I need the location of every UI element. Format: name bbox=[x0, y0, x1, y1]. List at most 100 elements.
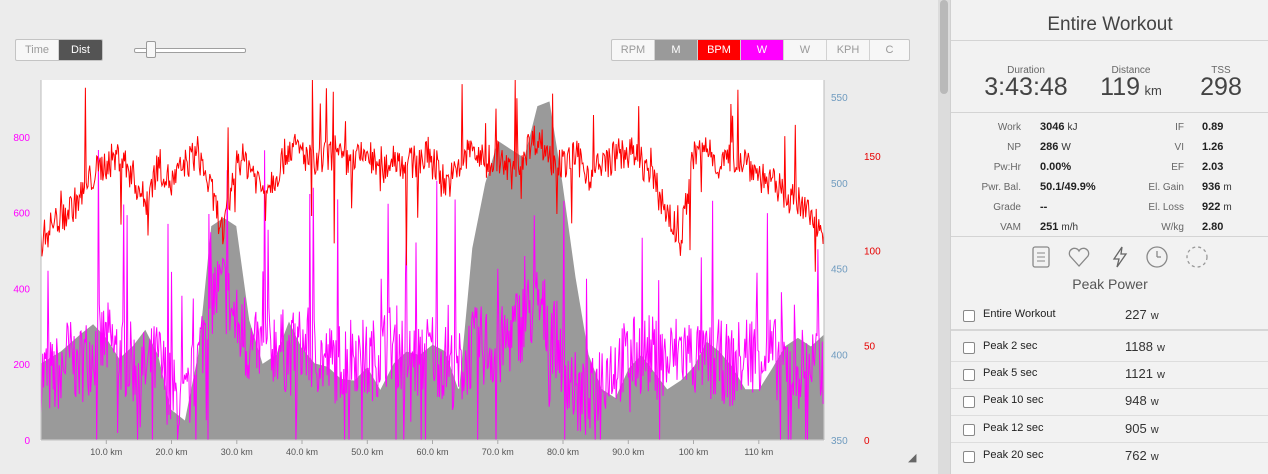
metric-value-el-gain: 936 m bbox=[1202, 181, 1232, 193]
channel-toggle-group[interactable]: RPM M BPM W W KPH C bbox=[611, 39, 910, 61]
power-tick-label: 800 bbox=[13, 133, 30, 144]
slider-knob[interactable] bbox=[146, 41, 156, 58]
distance-label: Distance bbox=[1111, 65, 1151, 76]
divider bbox=[951, 415, 1268, 416]
lightning-icon[interactable] bbox=[1107, 244, 1133, 270]
channel-power[interactable]: W bbox=[741, 40, 784, 60]
metric-value-grade: -- bbox=[1040, 201, 1048, 213]
metric-value-el-loss: 922 m bbox=[1202, 201, 1232, 213]
channel-bpm[interactable]: BPM bbox=[698, 40, 741, 60]
peak-name: Peak 5 sec bbox=[983, 367, 1038, 379]
x-tick-label: 100 km bbox=[679, 447, 709, 457]
duration-value: 3:43:48 bbox=[984, 73, 1068, 101]
peak-checkbox[interactable] bbox=[963, 342, 975, 354]
axis-mode-time[interactable]: Time bbox=[16, 40, 59, 60]
x-tick-label: 40.0 km bbox=[286, 447, 318, 457]
peak-value: 905 w bbox=[1125, 421, 1159, 436]
duration-label: Duration bbox=[1007, 65, 1045, 76]
notes-icon[interactable] bbox=[1028, 244, 1054, 270]
power-tick-label: 400 bbox=[13, 284, 30, 295]
clock-icon[interactable] bbox=[1144, 244, 1170, 270]
channel-kph[interactable]: KPH bbox=[827, 40, 870, 60]
divider bbox=[951, 361, 1268, 362]
power-line bbox=[40, 149, 825, 441]
metric-value-vam: 251 m/h bbox=[1040, 221, 1079, 233]
divider bbox=[951, 236, 1268, 237]
channel-power-balance[interactable]: W bbox=[784, 40, 827, 60]
peak-name: Peak 12 sec bbox=[983, 422, 1044, 434]
panel-title: Entire Workout bbox=[1047, 14, 1173, 35]
peak-row[interactable]: Peak 5 sec 1121 w bbox=[951, 361, 1268, 388]
channel-rpm[interactable]: RPM bbox=[612, 40, 655, 60]
peak-checkbox[interactable] bbox=[963, 369, 975, 381]
heart-rate-tick-label: 50 bbox=[864, 341, 876, 352]
metric-value-np: 286 W bbox=[1040, 141, 1071, 153]
x-tick-label: 30.0 km bbox=[221, 447, 253, 457]
stats-panel: Entire Workout Duration 3:43:48 Distance… bbox=[950, 0, 1268, 474]
channel-temperature[interactable]: C bbox=[885, 44, 894, 56]
axis-mode-dist[interactable]: Dist bbox=[59, 40, 102, 60]
smoothing-slider[interactable] bbox=[134, 40, 246, 60]
metric-value-vi: 1.26 bbox=[1202, 141, 1224, 153]
heart-rate-tick-label: 0 bbox=[864, 436, 870, 447]
peak-row[interactable]: Entire Workout 227 w bbox=[951, 302, 1268, 329]
peak-power-title: Peak Power bbox=[1072, 276, 1148, 292]
axis-mode-toggle[interactable]: Time Dist bbox=[15, 39, 103, 61]
resize-grip-icon[interactable]: ◢ bbox=[908, 452, 917, 464]
peak-name: Peak 20 sec bbox=[983, 449, 1044, 461]
divider bbox=[951, 112, 1268, 113]
x-tick-label: 50.0 km bbox=[351, 447, 383, 457]
metric-value-wkg: 2.80 bbox=[1202, 221, 1224, 233]
elevation-tick-label: 350 bbox=[831, 436, 848, 447]
metric-value-pwr-bal: 50.1/49.9% bbox=[1040, 181, 1096, 193]
peak-value: 948 w bbox=[1125, 393, 1159, 408]
heart-rate-tick-label: 150 bbox=[864, 152, 881, 163]
elevation-tick-label: 450 bbox=[831, 265, 848, 276]
peak-name: Peak 10 sec bbox=[983, 394, 1044, 406]
x-tick-label: 20.0 km bbox=[155, 447, 187, 457]
heart-rate-line bbox=[40, 79, 825, 272]
peak-value: 1121 w bbox=[1125, 366, 1165, 381]
power-tick-label: 600 bbox=[13, 209, 30, 220]
x-tick-label: 10.0 km bbox=[90, 447, 122, 457]
scrollbar-thumb[interactable] bbox=[940, 0, 948, 94]
elevation-tick-label: 550 bbox=[831, 93, 848, 104]
peak-value: 762 w bbox=[1125, 448, 1159, 463]
x-tick-label: 60.0 km bbox=[416, 447, 448, 457]
peak-checkbox[interactable] bbox=[963, 310, 975, 322]
peak-name: Peak 2 sec bbox=[983, 340, 1038, 352]
divider bbox=[951, 442, 1268, 443]
vertical-scrollbar[interactable] bbox=[938, 0, 950, 474]
metric-value-pwhr: 0.00% bbox=[1040, 161, 1072, 173]
chart-pane: Time Dist RPM M BPM W W KPH C 0 200 400 600… bbox=[0, 0, 938, 474]
metric-value-if: 0.89 bbox=[1202, 121, 1224, 133]
distance-unit: km bbox=[1144, 83, 1162, 98]
dashed-circle-icon[interactable] bbox=[1184, 244, 1210, 270]
peak-value: 1188 w bbox=[1125, 339, 1165, 354]
tss-label: TSS bbox=[1211, 65, 1231, 76]
slider-track[interactable] bbox=[134, 48, 246, 53]
metric-value-work: 3046 kJ bbox=[1040, 121, 1078, 133]
heart-icon[interactable] bbox=[1066, 244, 1092, 270]
x-tick-label: 90.0 km bbox=[612, 447, 644, 457]
peak-checkbox[interactable] bbox=[963, 424, 975, 436]
tss-value: 298 bbox=[1200, 73, 1242, 101]
peak-checkbox[interactable] bbox=[963, 396, 975, 408]
power-tick-label: 0 bbox=[24, 436, 30, 447]
elevation-tick-label: 400 bbox=[831, 350, 848, 361]
divider bbox=[951, 40, 1268, 41]
peak-row[interactable]: Peak 12 sec 905 w bbox=[951, 416, 1268, 443]
divider bbox=[951, 388, 1268, 389]
channel-elevation[interactable]: M bbox=[655, 40, 698, 60]
x-tick-label: 70.0 km bbox=[482, 447, 514, 457]
peak-checkbox[interactable] bbox=[963, 451, 975, 463]
divider bbox=[951, 329, 1268, 331]
x-tick-label: 110 km bbox=[744, 447, 773, 457]
distance-value-group: 119 km bbox=[1091, 73, 1171, 102]
peak-row[interactable]: Peak 10 sec 948 w bbox=[951, 388, 1268, 415]
peak-row[interactable]: Peak 2 sec 1188 w bbox=[951, 334, 1268, 361]
x-tick-label: 80.0 km bbox=[547, 447, 579, 457]
peak-row[interactable]: Peak 20 sec 762 w bbox=[951, 443, 1268, 470]
peak-value: 227 w bbox=[1125, 307, 1159, 322]
workout-chart[interactable]: 0 200 400 600 800 350 400 450 500 550 0 50 100 150 10.… bbox=[0, 0, 938, 474]
